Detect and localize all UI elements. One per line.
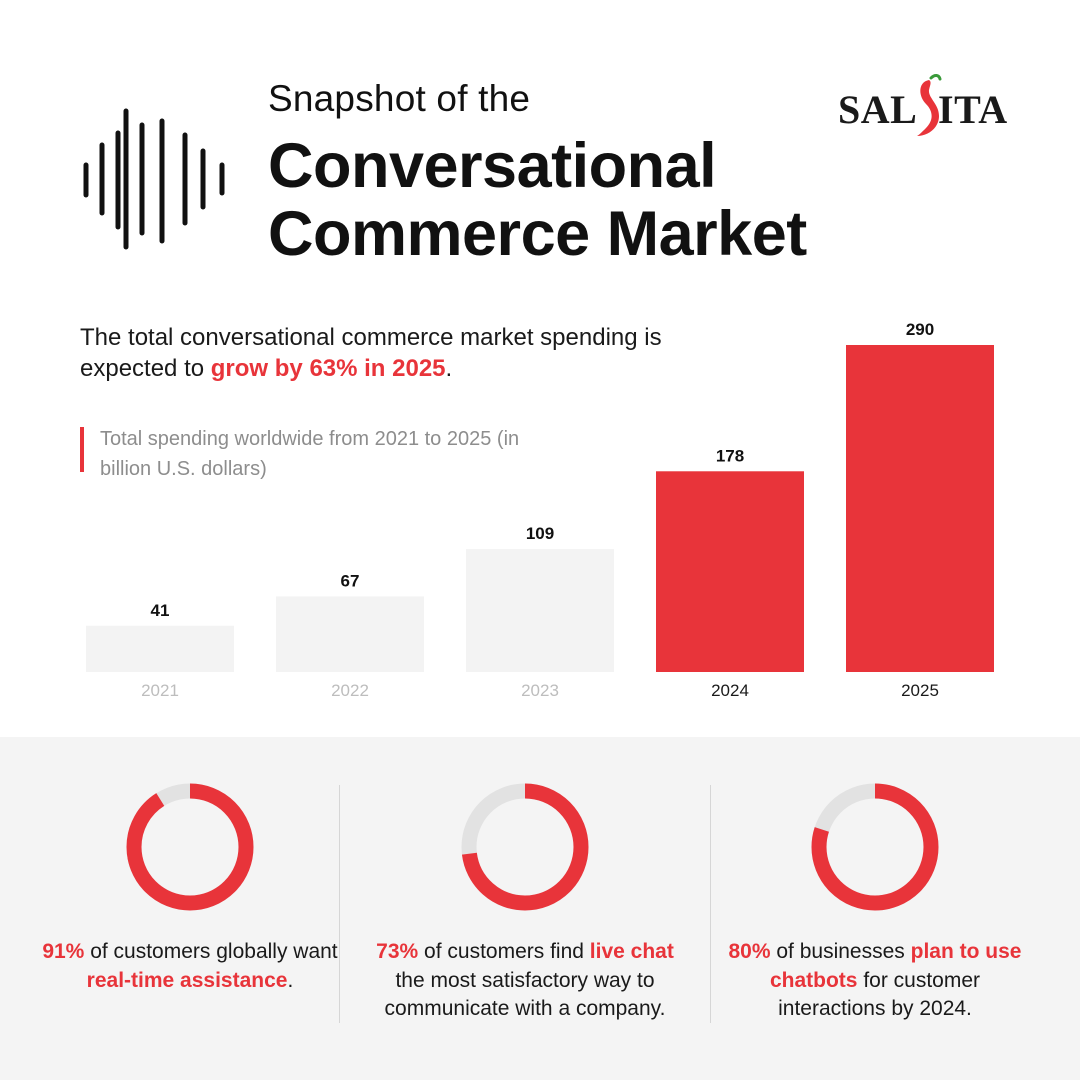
subtitle-accent-bar bbox=[80, 427, 84, 472]
bar-2024 bbox=[656, 471, 804, 672]
bar-value-label: 41 bbox=[151, 601, 170, 620]
donut-progress-arc bbox=[461, 783, 589, 911]
bar-value-label: 67 bbox=[341, 571, 360, 590]
bar-value-label: 290 bbox=[906, 320, 934, 339]
lead-highlight: grow by 63% in 2025 bbox=[210, 355, 446, 382]
spending-bar-chart: 41 2021 67 2022 109 2023 178 2024 290 2025 bbox=[86, 320, 994, 700]
logo-text-left: SAL bbox=[838, 87, 918, 132]
chili-pepper-icon bbox=[917, 74, 942, 136]
title-line-1: Snapshot of the bbox=[268, 78, 531, 119]
donut-progress-arc bbox=[126, 783, 254, 911]
lead-text: The total conversational commerce market… bbox=[80, 324, 662, 382]
x-tick-label: 2024 bbox=[711, 681, 749, 700]
stat-text-2: 73% of customers find live chat the most… bbox=[365, 938, 685, 1024]
bar-2022 bbox=[276, 596, 424, 672]
logo-text-right: ITA bbox=[938, 87, 1008, 132]
stat-text: of customers globally want bbox=[84, 940, 338, 963]
lead-paragraph: The total conversational commerce market… bbox=[80, 322, 760, 384]
stat-highlight: 80% bbox=[728, 940, 771, 963]
stat-text: for customer interactions by 2024. bbox=[778, 968, 981, 1021]
brand-logo: SAL ITA bbox=[838, 72, 1007, 142]
bar-2023 bbox=[466, 549, 614, 672]
chart-title: Total spending worldwide from 2021 to 20… bbox=[100, 428, 520, 480]
bar-value-label: 178 bbox=[716, 446, 744, 465]
bar-value-label: 109 bbox=[526, 524, 554, 543]
stat-text: of customers find bbox=[418, 940, 590, 963]
x-tick-label: 2022 bbox=[331, 681, 369, 700]
stat-highlight: 73% bbox=[376, 940, 419, 963]
bar-2025 bbox=[846, 345, 994, 672]
stats-divider-1 bbox=[339, 785, 340, 1023]
stat-text: . bbox=[287, 968, 294, 992]
donut-progress-arc bbox=[811, 783, 939, 911]
donut-chart-1 bbox=[126, 783, 254, 911]
stat-highlight: 91% bbox=[42, 940, 85, 963]
title-line-2: Conversational bbox=[268, 131, 717, 201]
donut-chart-3 bbox=[811, 783, 939, 911]
x-tick-label: 2021 bbox=[141, 681, 179, 700]
stat-text: of businesses bbox=[770, 940, 911, 963]
stat-text-1: 91% of customers globally want real-time… bbox=[30, 938, 350, 995]
bar-2021 bbox=[86, 625, 234, 672]
x-tick-label: 2025 bbox=[901, 681, 939, 700]
lead-end: . bbox=[445, 355, 453, 382]
title-line-3: Commerce Market bbox=[268, 199, 807, 269]
stat-highlight: plan to use chatbots bbox=[769, 940, 1022, 992]
stat-text-3: 80% of businesses plan to use chatbots f… bbox=[715, 938, 1035, 1024]
stat-text: the most satisfactory way to communicate… bbox=[384, 968, 666, 1021]
soundwave-icon bbox=[83, 108, 225, 250]
donut-chart-2 bbox=[461, 783, 589, 911]
stat-highlight: real-time assistance bbox=[86, 968, 288, 992]
stats-divider-2 bbox=[710, 785, 711, 1023]
x-tick-label: 2023 bbox=[521, 681, 559, 700]
stat-highlight: live chat bbox=[589, 940, 674, 963]
